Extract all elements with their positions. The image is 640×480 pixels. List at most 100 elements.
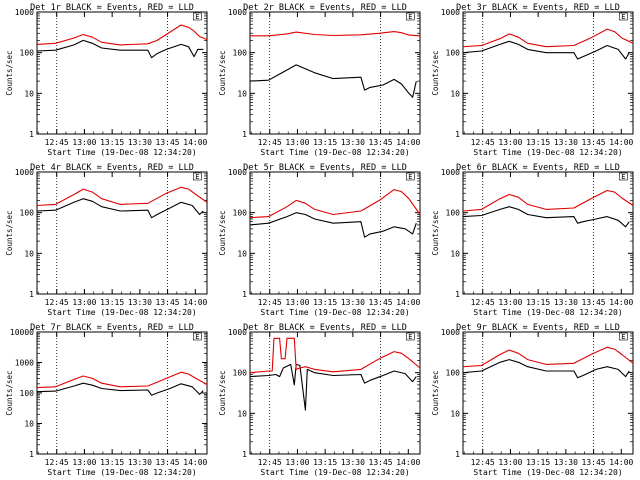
plot-frame	[249, 11, 421, 135]
series-line-events	[462, 206, 630, 228]
y-tick-label: 100	[233, 369, 248, 378]
y-tick-label: 100	[20, 389, 35, 398]
x-tick-label: 13:45	[582, 138, 606, 147]
e-marker-box	[406, 12, 415, 21]
x-tick-label: 13:30	[128, 298, 152, 307]
y-tick-label: 100	[233, 209, 248, 218]
x-tick-label: 14:00	[609, 298, 633, 307]
e-marker-box	[406, 172, 415, 181]
y-tick-label: 1	[455, 130, 460, 139]
e-marker-box	[619, 172, 628, 181]
x-axis-label: Start Time (19-Dec-08 12:34:20)	[473, 468, 622, 477]
e-marker-label: E	[408, 13, 412, 21]
x-tick-label: 13:30	[341, 298, 365, 307]
x-tick-label: 12:45	[45, 298, 69, 307]
y-tick-label: 10	[237, 409, 247, 418]
x-tick-label: 14:00	[396, 458, 420, 467]
y-tick-label: 1	[455, 450, 460, 459]
panel-title: Det 3r BLACK = Events, RED = LLD	[456, 3, 620, 13]
panel-title: Det 8r BLACK = Events, RED = LLD	[243, 323, 407, 333]
y-tick-label: 10	[237, 249, 247, 258]
e-marker-label: E	[195, 13, 199, 21]
series-line-lld	[36, 24, 208, 46]
x-tick-label: 12:45	[45, 138, 69, 147]
y-tick-label: 1	[29, 450, 34, 459]
x-tick-label: 13:00	[285, 298, 309, 307]
detector-panel-3: Det 3r BLACK = Events, RED = LLD 1 10 100 10…	[431, 3, 634, 157]
y-tick-label: 100	[20, 49, 35, 58]
detector-panel-4: Det 4r BLACK = Events, RED = LLD 1 10 100 10…	[5, 163, 208, 317]
x-tick-label: 12:45	[258, 298, 282, 307]
y-tick-label: 1000	[15, 8, 34, 17]
x-tick-label: 12:45	[471, 298, 495, 307]
x-axis-label: Start Time (19-Dec-08 12:34:20)	[47, 308, 196, 317]
series-line-events	[462, 359, 630, 379]
x-tick-label: 13:15	[526, 458, 550, 467]
e-marker-box	[619, 12, 628, 21]
y-tick-label: 100	[20, 209, 35, 218]
y-axis-label: Counts/sec	[431, 210, 440, 255]
detector-panel-1: Det 1r BLACK = Events, RED = LLD 1 10 100 10…	[5, 3, 208, 157]
x-axis-label: Start Time (19-Dec-08 12:34:20)	[260, 148, 409, 157]
series-line-events	[36, 198, 204, 219]
y-axis-label: Counts/sec	[5, 210, 14, 255]
series-line-events	[249, 64, 417, 98]
x-tick-label: 13:00	[285, 458, 309, 467]
y-axis-label: Counts/sec	[218, 210, 227, 255]
y-tick-label: 1000	[228, 168, 247, 177]
e-marker-label: E	[195, 333, 199, 341]
x-tick-label: 13:30	[341, 138, 365, 147]
x-axis-label: Start Time (19-Dec-08 12:34:20)	[473, 148, 622, 157]
y-tick-label: 10	[24, 249, 34, 258]
series-line-lld	[462, 346, 634, 368]
y-axis-label: Counts/sec	[431, 50, 440, 95]
x-tick-label: 13:30	[554, 298, 578, 307]
series-line-lld	[36, 186, 208, 207]
detector-panel-8: Det 8r BLACK = Events, RED = LLD 1 10 100 10…	[218, 323, 421, 477]
y-axis-label: Counts/sec	[218, 50, 227, 95]
series-line-events	[249, 363, 417, 411]
y-tick-label: 1000	[441, 168, 460, 177]
x-tick-label: 13:15	[100, 138, 124, 147]
y-tick-label: 100	[446, 369, 461, 378]
y-tick-label: 10	[450, 89, 460, 98]
x-tick-label: 13:45	[582, 298, 606, 307]
y-tick-label: 1000	[15, 168, 34, 177]
x-tick-label: 12:45	[258, 138, 282, 147]
plot-frame	[462, 11, 634, 135]
x-tick-label: 13:30	[128, 458, 152, 467]
y-tick-label: 100	[446, 49, 461, 58]
plot-frame	[462, 171, 634, 295]
x-tick-label: 13:30	[554, 458, 578, 467]
x-tick-label: 14:00	[396, 298, 420, 307]
e-marker-label: E	[195, 173, 199, 181]
x-tick-label: 12:45	[471, 138, 495, 147]
x-axis-label: Start Time (19-Dec-08 12:34:20)	[260, 468, 409, 477]
x-axis-label: Start Time (19-Dec-08 12:34:20)	[47, 148, 196, 157]
e-marker-label: E	[408, 333, 412, 341]
x-tick-label: 13:15	[313, 298, 337, 307]
x-axis-label: Start Time (19-Dec-08 12:34:20)	[47, 468, 196, 477]
detector-panel-9: Det 9r BLACK = Events, RED = LLD 1 10 100 10…	[431, 323, 634, 477]
y-tick-label: 1	[242, 450, 247, 459]
y-axis-label: Counts/sec	[5, 370, 14, 415]
panel-title: Det 5r BLACK = Events, RED = LLD	[243, 163, 407, 173]
e-marker-box	[193, 332, 202, 341]
y-tick-label: 100	[233, 49, 248, 58]
e-marker-box	[193, 12, 202, 21]
y-tick-label: 1	[29, 130, 34, 139]
detector-panel-6: Det 6r BLACK = Events, RED = LLD 1 10 100 10…	[431, 163, 634, 317]
y-tick-label: 10	[237, 89, 247, 98]
plot-frame	[36, 171, 208, 295]
series-line-lld	[249, 189, 421, 219]
x-tick-label: 12:45	[471, 458, 495, 467]
e-marker-label: E	[408, 173, 412, 181]
x-tick-label: 13:00	[72, 298, 96, 307]
e-marker-box	[193, 172, 202, 181]
plot-frame	[36, 11, 208, 135]
series-line-lld	[249, 337, 421, 374]
x-tick-label: 14:00	[183, 298, 207, 307]
x-tick-label: 13:00	[498, 298, 522, 307]
e-marker-label: E	[621, 13, 625, 21]
panel-title: Det 7r BLACK = Events, RED = LLD	[30, 323, 194, 333]
